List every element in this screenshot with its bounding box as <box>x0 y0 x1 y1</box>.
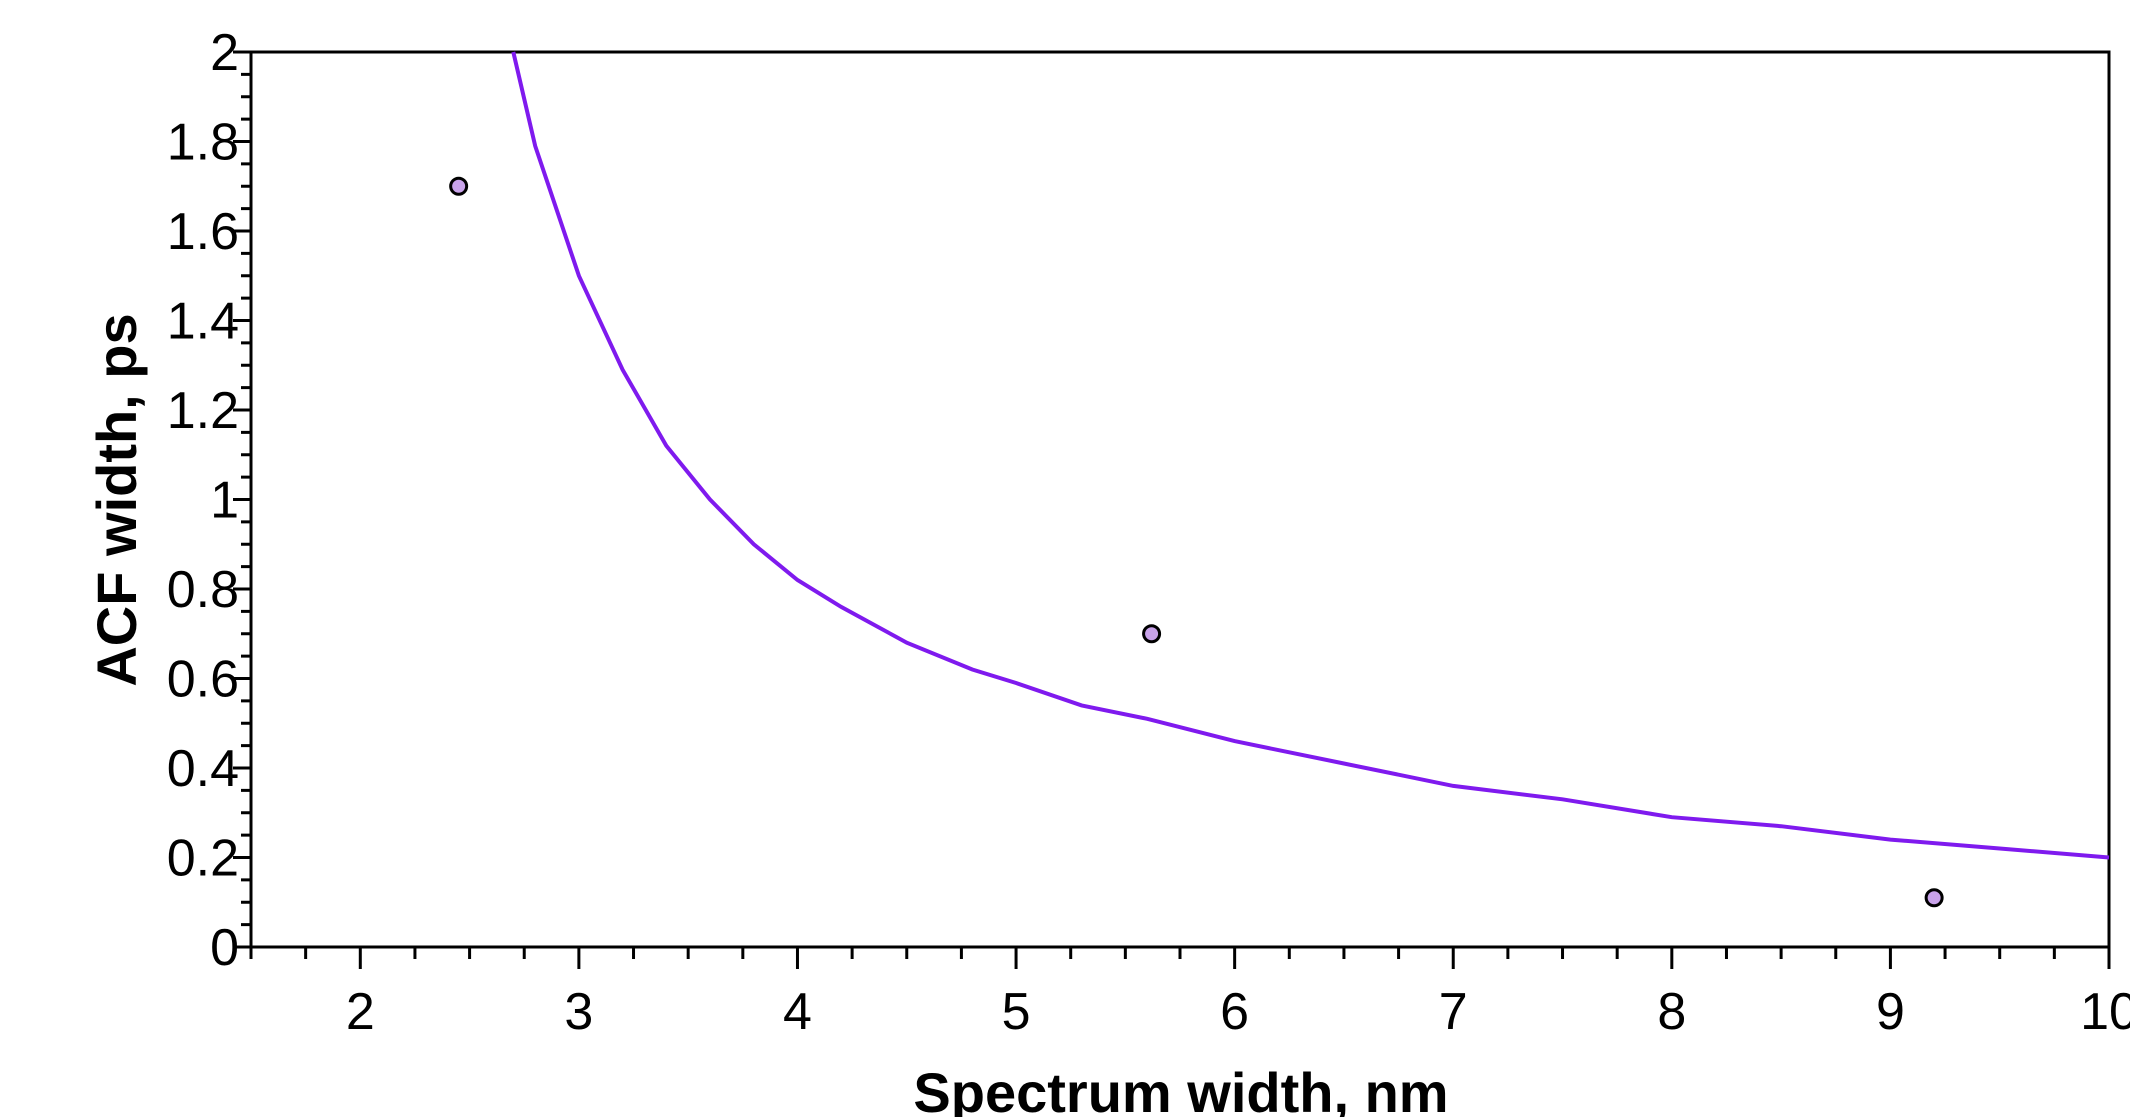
y-tick-label: 1.2 <box>167 382 239 440</box>
x-tick-label: 4 <box>783 983 812 1041</box>
x-tick-labels: 2 3 4 5 6 7 8 9 10 <box>346 983 2130 1041</box>
y-tick-label: 1 <box>210 472 239 530</box>
x-tick-label: 7 <box>1439 983 1468 1041</box>
data-point <box>1142 624 1162 644</box>
data-points <box>449 176 1944 908</box>
y-tick-label: 1.6 <box>167 203 239 261</box>
x-tick-label: 5 <box>1002 983 1031 1041</box>
x-tick-label: 8 <box>1657 983 1686 1041</box>
y-tick-label: 1.8 <box>167 114 239 172</box>
y-tick-label: 0.8 <box>167 561 239 619</box>
data-point <box>449 176 469 196</box>
data-point <box>1924 888 1944 908</box>
y-tick-label: 0.6 <box>167 651 239 709</box>
y-tick-label: 2 <box>210 24 239 82</box>
y-tick-label: 1.4 <box>167 293 239 351</box>
x-tick-label: 10 <box>2080 983 2130 1041</box>
axis-ticks <box>233 50 2111 969</box>
y-tick-label: 0 <box>210 919 239 977</box>
x-tick-label: 9 <box>1876 983 1905 1041</box>
x-tick-label: 3 <box>564 983 593 1041</box>
y-tick-label: 0.2 <box>167 830 239 888</box>
x-axis-title: Spectrum width, nm <box>913 1061 1448 1117</box>
y-tick-labels: 0 0.2 0.4 0.6 0.8 1 1.2 1.4 1.6 1.8 2 <box>167 24 239 977</box>
x-tick-label: 2 <box>346 983 375 1041</box>
x-tick-label: 6 <box>1220 983 1249 1041</box>
fit-curve <box>511 51 2110 860</box>
y-axis-title: ACF width, ps <box>85 313 148 686</box>
y-tick-label: 0.4 <box>167 740 239 798</box>
plot-frame <box>249 50 2111 949</box>
